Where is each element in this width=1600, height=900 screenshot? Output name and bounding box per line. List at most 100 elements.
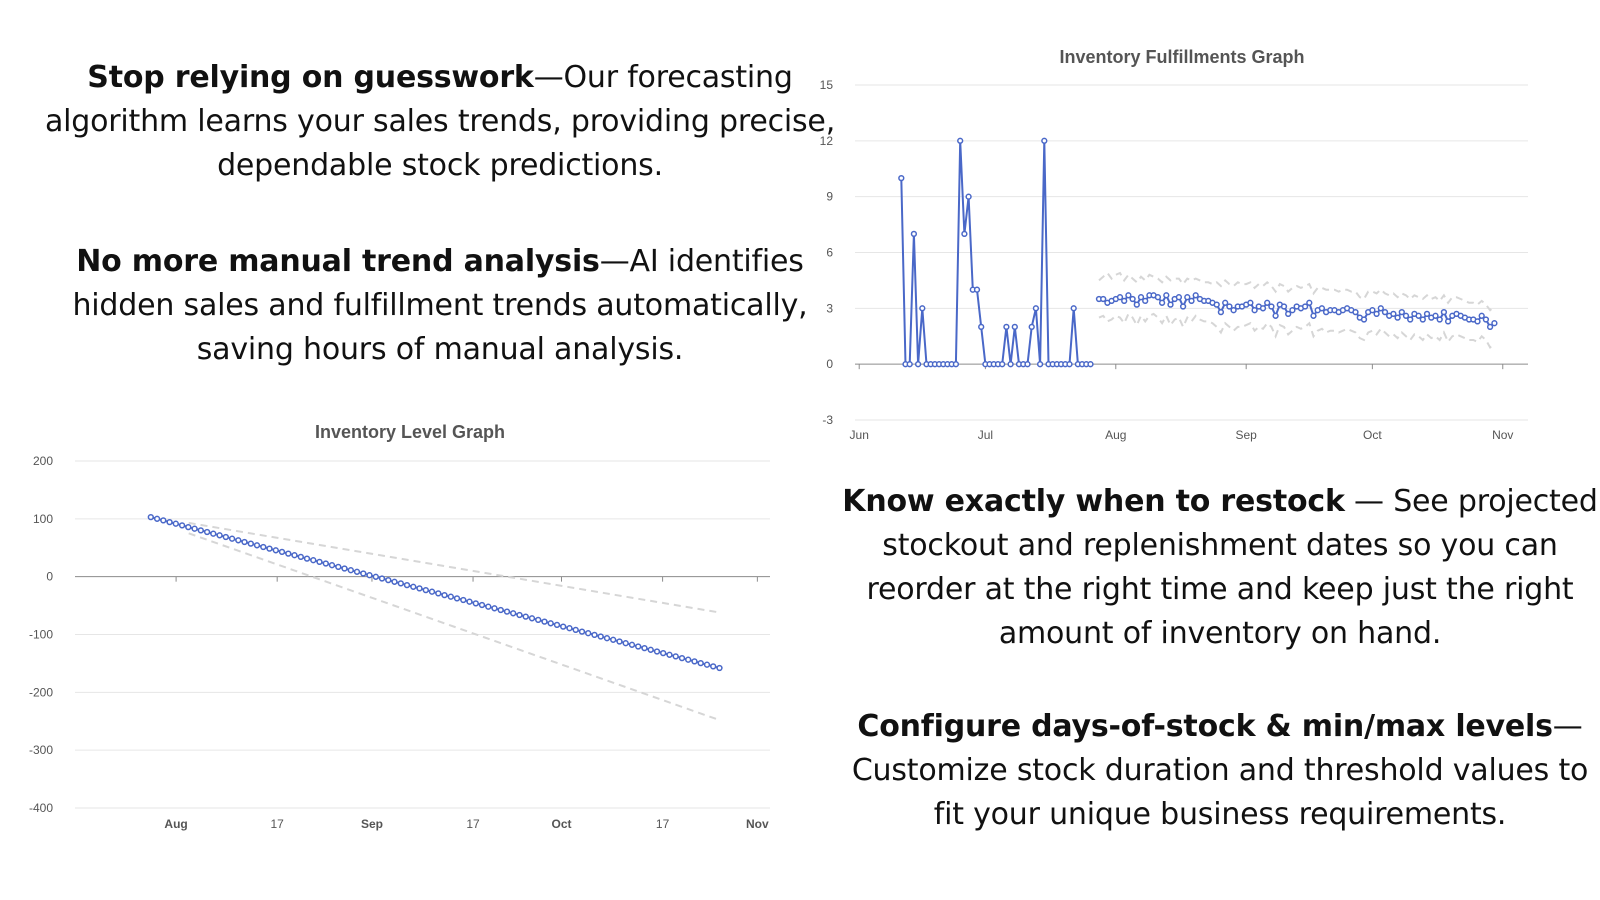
- blurb-text: Our forecasting algorithm learns your sa…: [44, 60, 836, 183]
- forecast-point: [685, 656, 692, 663]
- x-tick-label: 17: [656, 817, 670, 831]
- forecast-point: [491, 605, 498, 612]
- forecast-point: [1394, 314, 1401, 321]
- forecast-point: [1432, 312, 1439, 319]
- forecast-point: [328, 562, 336, 569]
- forecast-point: [341, 565, 348, 572]
- forecast-point: [710, 663, 717, 670]
- forecast-point: [178, 522, 186, 529]
- history-point: [1070, 305, 1077, 312]
- forecast-point: [1222, 299, 1229, 306]
- feature-blurb-configure: Configure days-of-stock & min/max levels…: [840, 705, 1600, 837]
- forecast-point: [303, 555, 311, 562]
- blurb-heading: No more manual trend analysis: [76, 244, 600, 279]
- forecast-point: [1188, 297, 1195, 305]
- forecast-point: [1482, 316, 1490, 323]
- forecast-point: [1390, 310, 1397, 318]
- forecast-point: [322, 560, 329, 567]
- forecast-point: [1444, 318, 1452, 325]
- y-tick-label: -200: [29, 685, 53, 699]
- forecast-point: [278, 548, 286, 556]
- forecast-point: [1226, 303, 1233, 310]
- forecast-point: [1116, 294, 1124, 301]
- forecast-point: [1369, 307, 1376, 314]
- forecast-point: [372, 573, 379, 580]
- forecast-point: [1175, 294, 1183, 301]
- forecast-point: [616, 638, 623, 645]
- forecast-point: [422, 586, 429, 594]
- feature-blurb-forecasting: Stop relying on guesswork—Our forecastin…: [40, 56, 840, 188]
- chart-title: Inventory Fulfillments Graph: [1059, 47, 1304, 67]
- forecast-point: [228, 535, 236, 542]
- forecast-point: [1259, 305, 1267, 312]
- inventory-level-chart: Inventory Level Graph 200 100 0 -100 -200 -300…: [29, 422, 770, 831]
- forecast-point: [628, 641, 636, 648]
- y-tick-label: -300: [29, 743, 53, 757]
- forecast-point: [1310, 312, 1317, 319]
- history-point: [965, 193, 972, 200]
- forecast-point: [1213, 301, 1220, 308]
- x-tick-label: Oct: [1363, 428, 1382, 442]
- y-tick-label: 3: [826, 301, 833, 315]
- forecast-point: [403, 581, 411, 589]
- forecast-point: [622, 640, 629, 647]
- forecast-point: [522, 613, 529, 620]
- forecast-point: [316, 558, 323, 566]
- blurb-separator: —: [533, 60, 564, 95]
- blurb-heading: Stop relying on guesswork: [87, 60, 534, 95]
- x-tick-label: Sep: [361, 817, 383, 831]
- forecast-point: [235, 537, 242, 544]
- forecast-point: [1306, 299, 1313, 306]
- feature-blurb-restock: Know exactly when to restock — See proje…: [840, 480, 1600, 656]
- forecast-point: [716, 664, 723, 672]
- forecast-point: [347, 567, 354, 574]
- forecast-point: [1217, 308, 1225, 316]
- forecast-point: [1352, 308, 1359, 316]
- forecast-point: [197, 527, 204, 534]
- history-point: [1011, 323, 1018, 331]
- forecast-point: [353, 568, 361, 575]
- y-tick-label: 9: [826, 190, 833, 204]
- forecast-point: [1285, 310, 1292, 318]
- forecast-point: [222, 533, 229, 541]
- blurb-separator: —: [1552, 709, 1583, 744]
- y-tick-label: 0: [826, 357, 833, 371]
- forecast-point: [1184, 294, 1191, 301]
- forecast-point: [1415, 312, 1422, 319]
- x-tick-label: Nov: [746, 817, 769, 831]
- chart-title: Inventory Level Graph: [315, 422, 505, 442]
- forecast-point: [247, 540, 254, 547]
- forecast-point: [653, 648, 661, 655]
- forecast-point: [703, 661, 711, 668]
- x-tick-label: 17: [466, 817, 480, 831]
- forecast-point: [460, 596, 467, 604]
- forecast-point: [1142, 297, 1149, 305]
- forecast-point: [216, 532, 223, 539]
- forecast-point: [535, 616, 542, 624]
- forecast-point: [210, 530, 217, 537]
- history-point: [1007, 361, 1014, 368]
- forecast-point: [335, 563, 342, 571]
- y-tick-label: 200: [33, 454, 53, 468]
- forecast-point: [578, 628, 586, 635]
- forecast-point: [453, 595, 461, 602]
- history-point: [1087, 361, 1094, 368]
- forecast-point: [472, 600, 479, 607]
- forecast-point: [360, 570, 367, 577]
- forecast-point: [172, 520, 179, 527]
- forecast-point: [285, 550, 292, 557]
- forecast-point: [1247, 299, 1254, 306]
- x-tick-label: Jun: [850, 428, 869, 442]
- y-tick-label: -400: [29, 801, 53, 815]
- forecast-point: [1318, 305, 1326, 312]
- forecast-point: [510, 610, 517, 617]
- forecast-point: [272, 547, 279, 554]
- forecast-point: [528, 615, 536, 622]
- history-point: [1028, 323, 1035, 331]
- forecast-point: [1158, 299, 1166, 306]
- forecast-point: [547, 620, 554, 627]
- forecast-point: [691, 658, 698, 665]
- forecast-point: [428, 588, 436, 595]
- forecast-point: [1373, 310, 1380, 318]
- forecast-point: [203, 528, 211, 536]
